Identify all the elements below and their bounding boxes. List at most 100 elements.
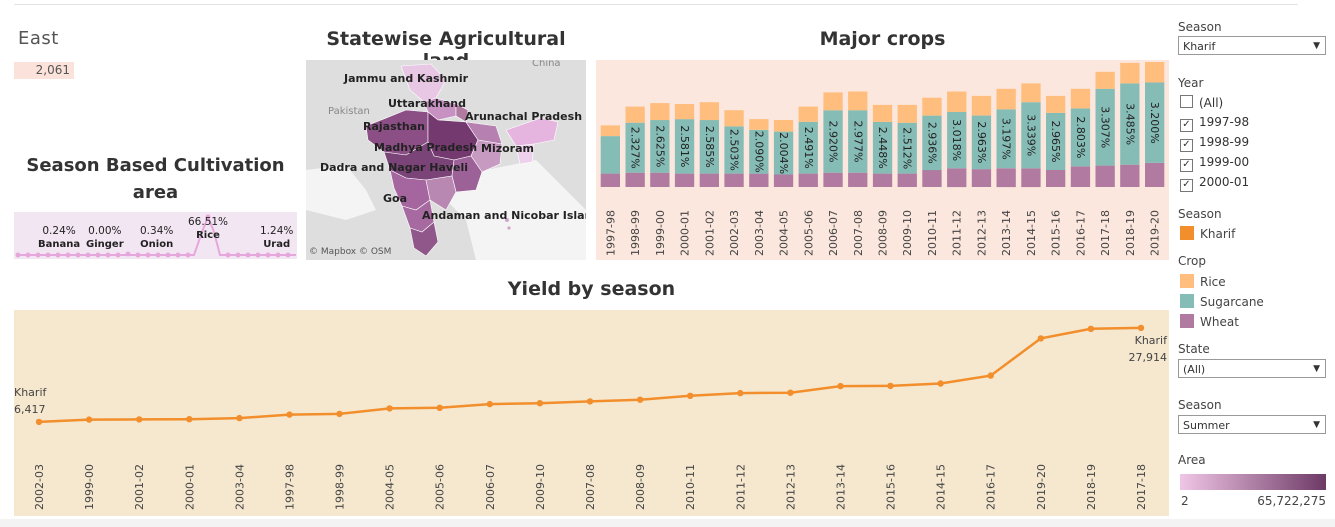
bar-sugarcane[interactable] — [1120, 83, 1140, 165]
yield-point[interactable] — [636, 396, 644, 403]
season-filter2-dropdown[interactable]: Summer ▼ — [1178, 415, 1326, 434]
season-legend-item-kharif[interactable]: Kharif — [1180, 226, 1235, 241]
bar-wheat[interactable] — [823, 172, 843, 187]
bar-sugarcane[interactable] — [823, 110, 843, 173]
bar-sugarcane[interactable] — [798, 121, 818, 174]
bar-rice[interactable] — [971, 95, 992, 116]
bar-sugarcane[interactable] — [848, 110, 868, 173]
bar-rice[interactable] — [1021, 83, 1041, 103]
crop-legend-item-rice[interactable]: Rice — [1180, 274, 1226, 289]
bar-sugarcane[interactable] — [996, 109, 1016, 169]
yield-point[interactable] — [536, 400, 544, 407]
yield-point[interactable] — [937, 380, 944, 387]
season-filter-dropdown[interactable]: Kharif ▼ — [1178, 36, 1326, 55]
yield-point[interactable] — [486, 400, 493, 408]
checkbox-checked-icon[interactable]: ✓ — [1180, 139, 1193, 152]
bar-rice[interactable] — [674, 104, 695, 120]
state-filter-dropdown[interactable]: (All) ▼ — [1178, 359, 1326, 378]
state-map[interactable]: China Pakistan Jammu and Kashmir Uttarak… — [306, 60, 586, 260]
bar-sugarcane[interactable] — [724, 126, 744, 174]
year-option-2000-01[interactable]: ✓ 2000-01 — [1180, 175, 1249, 192]
bar-wheat[interactable] — [996, 168, 1016, 188]
bar-rice[interactable] — [1145, 62, 1165, 83]
bar-wheat[interactable] — [650, 172, 670, 187]
yield-point[interactable] — [436, 404, 443, 411]
yield-point[interactable] — [336, 410, 343, 418]
bar-sugarcane[interactable] — [1046, 112, 1066, 170]
bar-rice[interactable] — [724, 110, 744, 127]
bar-rice[interactable] — [1095, 71, 1115, 89]
bar-sugarcane[interactable] — [625, 122, 645, 173]
yield-point[interactable] — [837, 382, 844, 390]
bar-sugarcane[interactable] — [1070, 108, 1091, 167]
bar-rice[interactable] — [625, 106, 645, 123]
bar-rice[interactable] — [798, 106, 818, 122]
crop-legend-item-wheat[interactable]: Wheat — [1180, 314, 1239, 329]
yield-point[interactable] — [35, 418, 43, 426]
yield-point[interactable] — [787, 389, 794, 396]
yield-point[interactable] — [586, 398, 594, 405]
yield-point[interactable] — [136, 416, 143, 423]
year-option-1999-00[interactable]: ✓ 1999-00 — [1180, 155, 1249, 172]
bar-sugarcane[interactable] — [897, 122, 917, 174]
yield-point[interactable] — [887, 382, 894, 390]
bar-wheat[interactable] — [971, 169, 992, 187]
yield-point[interactable] — [236, 414, 243, 422]
bar-wheat[interactable] — [872, 173, 893, 187]
bar-rice[interactable] — [600, 125, 620, 137]
bar-wheat[interactable] — [1120, 164, 1140, 187]
bar-wheat[interactable] — [749, 173, 769, 187]
yield-point[interactable] — [987, 372, 994, 379]
yield-point[interactable] — [687, 392, 694, 399]
yield-point[interactable] — [1087, 325, 1095, 332]
year-filter-list[interactable]: (All) ✓ 1997-98 ✓ 1998-99 ✓ 1999-00 ✓ 2000-0… — [1180, 95, 1330, 193]
crops-chart-panel[interactable]: 1997-98 2.327% 1998-99 2.625% 1999-00 2.581% 2… — [596, 60, 1169, 260]
bar-rice[interactable] — [947, 91, 967, 113]
year-option-1997-98[interactable]: ✓ 1997-98 — [1180, 115, 1249, 132]
bar-sugarcane[interactable] — [872, 121, 893, 174]
yield-point[interactable] — [737, 389, 744, 397]
year-option-1998-99[interactable]: ✓ 1998-99 — [1180, 135, 1249, 152]
checkbox-icon[interactable] — [1180, 95, 1193, 108]
yield-point[interactable] — [1137, 324, 1145, 332]
bar-wheat[interactable] — [674, 173, 695, 187]
bar-rice[interactable] — [1046, 95, 1066, 113]
bar-wheat[interactable] — [798, 173, 818, 187]
bar-sugarcane[interactable] — [947, 112, 967, 169]
checkbox-checked-icon[interactable]: ✓ — [1180, 119, 1193, 132]
bar-sugarcane[interactable] — [971, 115, 992, 170]
bar-rice[interactable] — [897, 104, 917, 123]
bar-wheat[interactable] — [773, 174, 794, 188]
bar-rice[interactable] — [1120, 62, 1140, 84]
bar-sugarcane[interactable] — [1021, 102, 1041, 169]
yield-point[interactable] — [85, 416, 93, 423]
yield-point[interactable] — [286, 411, 293, 418]
bar-wheat[interactable] — [699, 173, 719, 187]
yield-point[interactable] — [186, 416, 193, 423]
bar-rice[interactable] — [650, 103, 670, 121]
bar-sugarcane[interactable] — [699, 120, 719, 174]
bar-wheat[interactable] — [1070, 166, 1091, 188]
bar-sugarcane[interactable] — [922, 115, 942, 171]
bar-rice[interactable] — [996, 88, 1016, 110]
bar-wheat[interactable] — [922, 170, 942, 187]
bar-wheat[interactable] — [600, 173, 620, 187]
yield-point[interactable] — [1037, 335, 1044, 342]
year-option-all[interactable]: (All) — [1180, 95, 1223, 110]
yield-point[interactable] — [386, 405, 393, 412]
bar-rice[interactable] — [749, 119, 769, 130]
bar-wheat[interactable] — [724, 173, 744, 187]
bar-wheat[interactable] — [1145, 162, 1165, 187]
bar-sugarcane[interactable] — [1145, 82, 1165, 163]
bar-sugarcane[interactable] — [674, 119, 695, 174]
bar-wheat[interactable] — [897, 173, 917, 187]
bar-rice[interactable] — [922, 97, 942, 116]
bar-sugarcane[interactable] — [600, 136, 620, 174]
bar-rice[interactable] — [823, 92, 843, 111]
bar-rice[interactable] — [699, 102, 719, 121]
bar-rice[interactable] — [872, 104, 893, 122]
bar-sugarcane[interactable] — [650, 120, 670, 173]
bar-wheat[interactable] — [848, 172, 868, 187]
bar-rice[interactable] — [1070, 88, 1091, 109]
checkbox-checked-icon[interactable]: ✓ — [1180, 179, 1193, 192]
